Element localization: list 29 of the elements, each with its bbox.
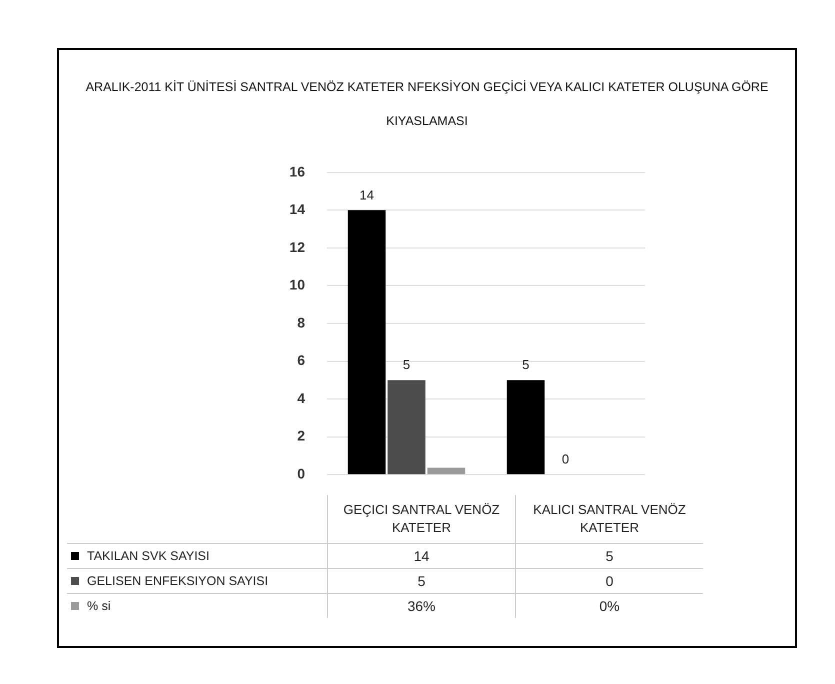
- bar: [388, 380, 426, 474]
- legend-label: % si: [87, 599, 111, 613]
- data-label: 36%: [328, 594, 516, 618]
- x-tick-label: GEÇICI SANTRAL VENÖZ KATETER: [328, 495, 516, 544]
- x-tick-label: KALICI SANTRAL VENÖZ KATETER: [516, 495, 703, 544]
- text: 5: [402, 357, 410, 372]
- chart-title: ARALIK-2011 KİT ÜNİTESİ SANTRAL VENÖZ KATETER NFEKSİYON GEÇİCİ VEYA KALICI KATETER OLUŞUNA GÖRE KIYASLAMASI: [86, 80, 768, 128]
- data-label: 5: [516, 544, 703, 568]
- bar: [506, 380, 545, 474]
- y-tick-label: 12: [289, 238, 306, 255]
- y-tick-label: 8: [297, 314, 306, 330]
- legend-label: GELISEN ENFEKSIYON SAYISI: [87, 574, 268, 588]
- legend-label: TAKILAN SVK SAYISI: [87, 549, 210, 563]
- data-label: 0: [516, 568, 703, 594]
- y-tick-label: 6: [297, 352, 306, 368]
- text: 5: [522, 357, 530, 372]
- y-tick-label: 16: [289, 163, 306, 180]
- bar: [348, 210, 386, 474]
- data-label: 5: [328, 568, 516, 594]
- y-tick-label: 14: [289, 201, 306, 218]
- y-tick-label: 0: [297, 465, 306, 482]
- data-label: 14: [328, 544, 516, 568]
- text: 0: [562, 452, 570, 467]
- y-tick-label: 2: [297, 428, 306, 444]
- data-label: 0%: [516, 594, 703, 618]
- y-tick-label: 4: [297, 390, 306, 406]
- bar: [427, 468, 466, 474]
- y-tick-label: 10: [289, 276, 306, 293]
- text: 14: [360, 187, 374, 202]
